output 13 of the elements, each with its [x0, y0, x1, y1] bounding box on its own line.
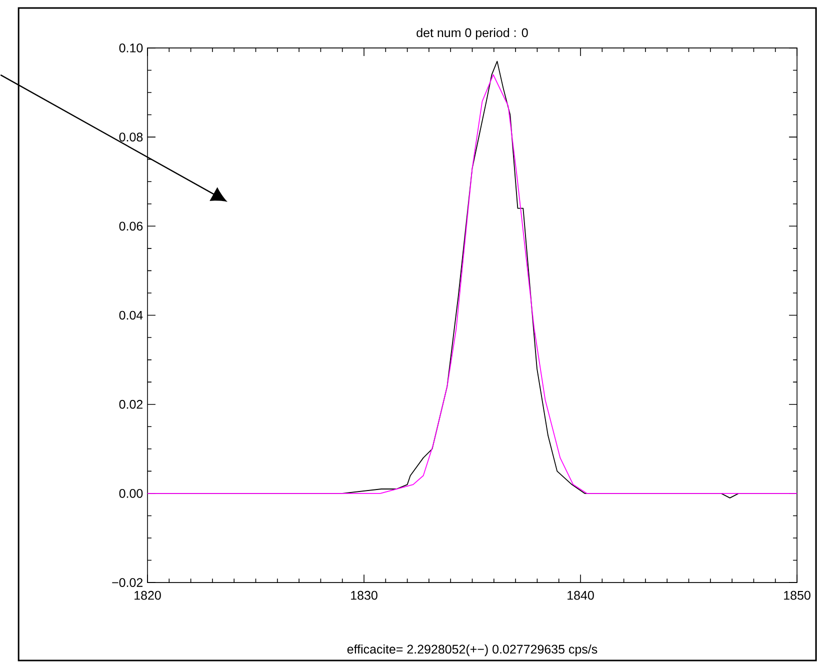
y-tick-label: 0.02 — [119, 400, 143, 410]
y-tick-label: 0.00 — [119, 489, 143, 498]
chart-title: det num 0 period : 0 — [416, 28, 528, 40]
y-tick-label: 0.06 — [119, 222, 143, 231]
x-tick-label: 1850 — [784, 591, 810, 600]
x-tick-label: 1840 — [568, 591, 594, 600]
x-tick-label: 1820 — [134, 591, 161, 600]
x-tick-label: 1830 — [351, 591, 378, 600]
y-tick-label: 0.04 — [119, 311, 143, 320]
y-tick-label: 0.08 — [119, 132, 143, 142]
y-tick-label: 0.10 — [119, 44, 143, 53]
text: efficacite= 2.2928052(+−) 0.027729635 cps/s — [347, 644, 598, 656]
y-tick-label: −0.02 — [112, 578, 143, 588]
